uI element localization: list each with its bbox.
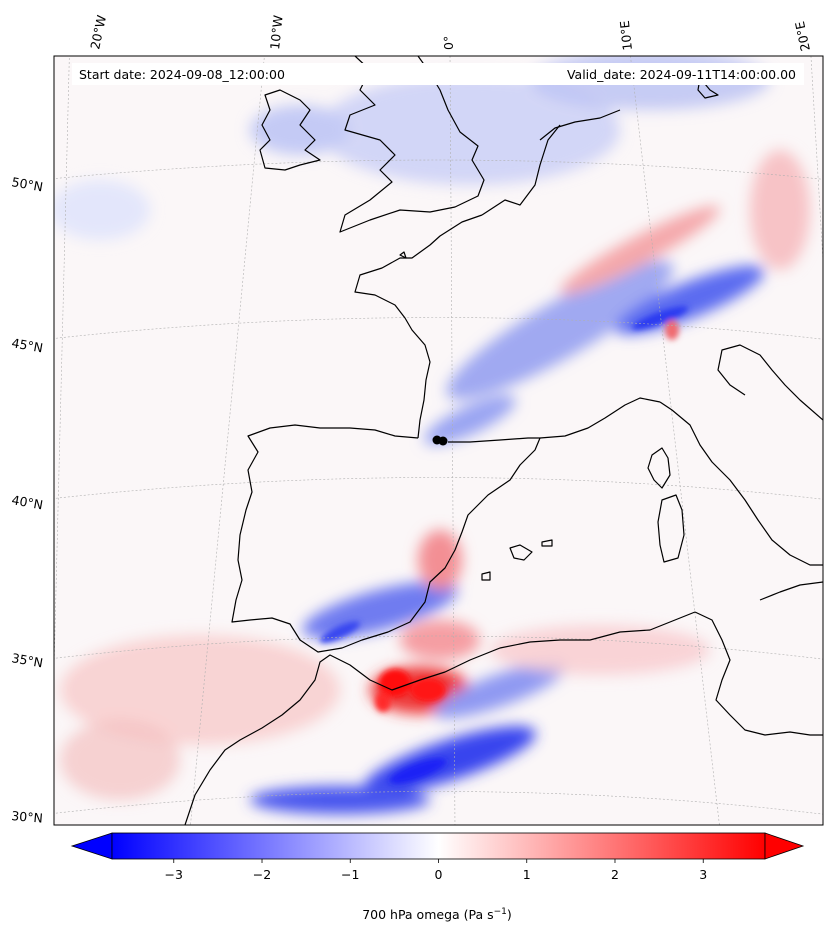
- coastline-corsica: [647, 447, 671, 489]
- omega-blob-positive: [560, 205, 720, 295]
- colorbar-extend-min: [70, 832, 113, 860]
- latitude-label: 30°N: [11, 808, 44, 826]
- omega-blob-negative: [302, 581, 458, 639]
- colorbar-tick-label: 2: [611, 867, 619, 882]
- coastline-adriatic: [717, 344, 823, 421]
- latitude-label: 45°N: [10, 335, 44, 355]
- coastline-italy: [659, 401, 823, 566]
- coastlines: [184, 56, 823, 825]
- omega-blob-positive: [418, 530, 462, 590]
- coastline-channel-islands: [399, 251, 407, 259]
- omega-field-sharp: [319, 306, 689, 784]
- start-date-label: Start date: 2024-09-08_12:00:00: [79, 67, 285, 82]
- coastline-brittany: [354, 214, 483, 439]
- omega-blob-negative: [250, 105, 350, 155]
- coastline-ibiza: [481, 571, 491, 581]
- colorbar: −3 −2 −1 0 1 2 3 700 hPa omega (Pa s−1): [70, 832, 805, 922]
- omega-blob-positive: [400, 620, 480, 660]
- coastline-gulf-of-lion: [539, 397, 661, 439]
- coastline-france-north: [481, 124, 561, 216]
- colorbar-tick-label: −3: [165, 867, 183, 882]
- colorbar-body: [111, 832, 766, 860]
- longitude-label: 20°E: [792, 20, 813, 53]
- colorbar-label: 700 hPa omega (Pa s−1): [362, 907, 512, 922]
- omega-core-positive: [375, 692, 391, 712]
- omega-core-positive: [665, 320, 679, 340]
- omega-blob-negative: [433, 661, 567, 719]
- map-panel: [54, 56, 823, 825]
- latitude-label: 40°N: [10, 492, 44, 512]
- omega-core-negative: [631, 306, 689, 330]
- coastline-sardinia: [657, 494, 685, 563]
- omega-blob-positive: [490, 625, 710, 675]
- colorbar-tick-label: 3: [699, 867, 707, 882]
- omega-blob-negative: [250, 786, 430, 814]
- header-strip: [72, 63, 804, 85]
- coastline-britain: [339, 56, 485, 233]
- valid-date-label: Valid_date: 2024-09-11T14:00:00.00: [567, 67, 796, 82]
- latitude-label: 35°N: [10, 650, 44, 670]
- longitude-label: 10°W: [267, 14, 286, 50]
- omega-core-negative: [389, 758, 447, 784]
- coastline-menorca: [541, 539, 553, 547]
- omega-blob-positive: [60, 720, 180, 800]
- omega-blob-positive: [60, 635, 340, 745]
- omega-blob-positive: [750, 150, 810, 270]
- coastline-denmark-fragment: [697, 77, 719, 99]
- point-marker: [432, 435, 448, 446]
- graticule: [54, 56, 823, 825]
- gridline-meridian: [449, 56, 456, 825]
- colorbar-label-end: ): [507, 907, 512, 922]
- latitude-label: 50°N: [10, 174, 44, 194]
- latitude-labels: 50°N 45°N 40°N 35°N 30°N: [10, 174, 44, 826]
- omega-core-positive: [379, 669, 411, 697]
- colorbar-tick-label: −1: [341, 867, 359, 882]
- gridline-meridian: [810, 56, 823, 267]
- omega-blob-negative: [446, 260, 674, 400]
- colorbar-tick-label: −2: [253, 867, 271, 882]
- coastline-benelux: [539, 109, 621, 141]
- gridline-meridian: [630, 56, 720, 825]
- omega-core-negative: [319, 621, 361, 643]
- colorbar-ticks: −3 −2 −1 0 1 2 3: [165, 859, 707, 882]
- gridline-meridian: [190, 56, 265, 825]
- coastline-ireland: [259, 89, 321, 171]
- longitude-label: 0°: [441, 36, 456, 50]
- colorbar-tick-label: 1: [523, 867, 531, 882]
- colorbar-tick-label: 0: [435, 867, 443, 882]
- map-frame: [53, 55, 824, 826]
- coastline-tunisia: [694, 611, 823, 736]
- coastline-sicily: [759, 581, 823, 601]
- omega-core-positive: [410, 678, 446, 702]
- coastline-iberia: [231, 424, 541, 653]
- colorbar-label-superscript: −1: [494, 907, 507, 917]
- longitude-label: 10°E: [617, 20, 635, 52]
- longitude-label: 20°W: [87, 14, 109, 51]
- longitude-labels: 20°W 10°W 0° 10°E 20°E: [87, 14, 813, 53]
- omega-blob-negative: [424, 395, 516, 445]
- colorbar-extend-max: [764, 832, 805, 860]
- omega-blob-negative: [54, 180, 150, 240]
- coastline-north-africa: [184, 611, 696, 825]
- marker-dot: [438, 436, 448, 446]
- coastline-mallorca: [509, 544, 533, 561]
- gridline-meridian: [54, 56, 70, 683]
- colorbar-label-main: 700 hPa omega (Pa s: [362, 907, 493, 922]
- omega-blob-negative: [320, 75, 620, 185]
